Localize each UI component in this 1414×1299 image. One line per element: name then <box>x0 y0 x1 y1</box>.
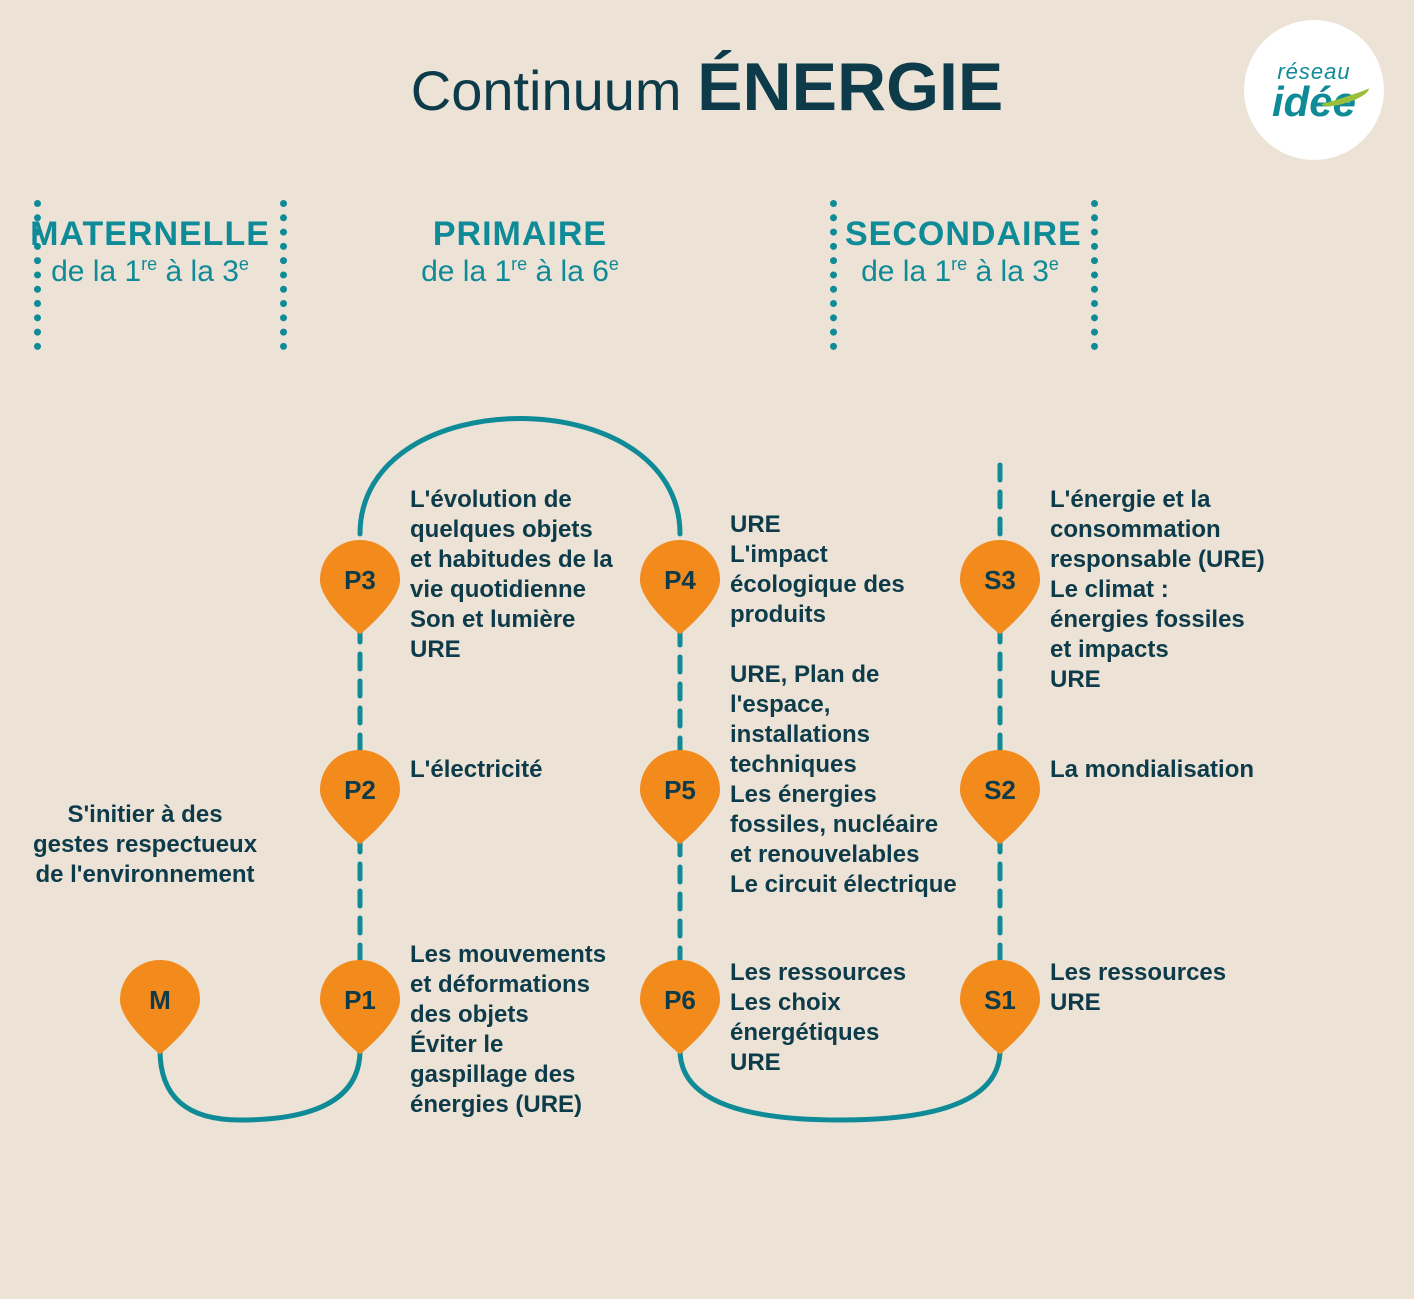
pin-m: M <box>120 960 200 1054</box>
section-range: de la 1re à la 3e <box>845 254 1075 289</box>
pin-label: S2 <box>960 750 1040 844</box>
pin-p5: P5 <box>640 750 720 844</box>
section-divider <box>280 200 287 350</box>
canvas: Continuum ÉNERGIE réseau idée MATERNELLE… <box>0 0 1414 1299</box>
pin-p1: P1 <box>320 960 400 1054</box>
title-prefix: Continuum <box>411 59 697 122</box>
node-text-s3: L'énergie et la consommation responsable… <box>1050 485 1270 695</box>
pin-label: P1 <box>320 960 400 1054</box>
section-name: MATERNELLE <box>30 215 270 254</box>
section-range: de la 1re à la 3e <box>30 254 270 289</box>
node-text-p6: Les ressourcesLes choix énergétiquesURE <box>730 958 930 1078</box>
title-strong: ÉNERGIE <box>697 49 1003 125</box>
node-text-s2: La mondialisation <box>1050 755 1270 785</box>
node-text-p3: L'évolution de quelques objets et habitu… <box>410 485 620 665</box>
pin-label: P4 <box>640 540 720 634</box>
section-divider <box>34 200 41 350</box>
node-text-p5: URE, Plan de l'espace, installations tec… <box>730 660 960 900</box>
pin-s1: S1 <box>960 960 1040 1054</box>
section-divider <box>1091 200 1098 350</box>
node-text-p1: Les mouvements et déformations des objet… <box>410 940 610 1120</box>
node-text-p2: L'électricité <box>410 755 610 785</box>
pin-label: M <box>120 960 200 1054</box>
pin-p4: P4 <box>640 540 720 634</box>
pin-label: P2 <box>320 750 400 844</box>
connector-path <box>160 1050 360 1120</box>
section-name: PRIMAIRE <box>410 215 630 254</box>
pin-label: S3 <box>960 540 1040 634</box>
pin-p2: P2 <box>320 750 400 844</box>
pin-s3: S3 <box>960 540 1040 634</box>
section-range: de la 1re à la 6e <box>410 254 630 289</box>
pin-label: S1 <box>960 960 1040 1054</box>
pin-label: P3 <box>320 540 400 634</box>
node-text-p4: UREL'impact écologique des produits <box>730 510 940 630</box>
pin-label: P6 <box>640 960 720 1054</box>
pin-s2: S2 <box>960 750 1040 844</box>
pin-p3: P3 <box>320 540 400 634</box>
node-text-s1: Les ressourcesURE <box>1050 958 1250 1018</box>
section-header-maternelle: MATERNELLEde la 1re à la 3e <box>30 215 270 289</box>
pin-label: P5 <box>640 750 720 844</box>
section-divider <box>830 200 837 350</box>
page-title: Continuum ÉNERGIE <box>0 48 1414 126</box>
node-text-m: S'initier à des gestes respectueux de l'… <box>30 800 260 890</box>
section-header-primaire: PRIMAIREde la 1re à la 6e <box>410 215 630 289</box>
logo-line2: idée <box>1272 83 1356 121</box>
section-header-secondaire: SECONDAIREde la 1re à la 3e <box>845 215 1075 289</box>
logo-badge: réseau idée <box>1244 20 1384 160</box>
pin-p6: P6 <box>640 960 720 1054</box>
section-name: SECONDAIRE <box>845 215 1075 254</box>
